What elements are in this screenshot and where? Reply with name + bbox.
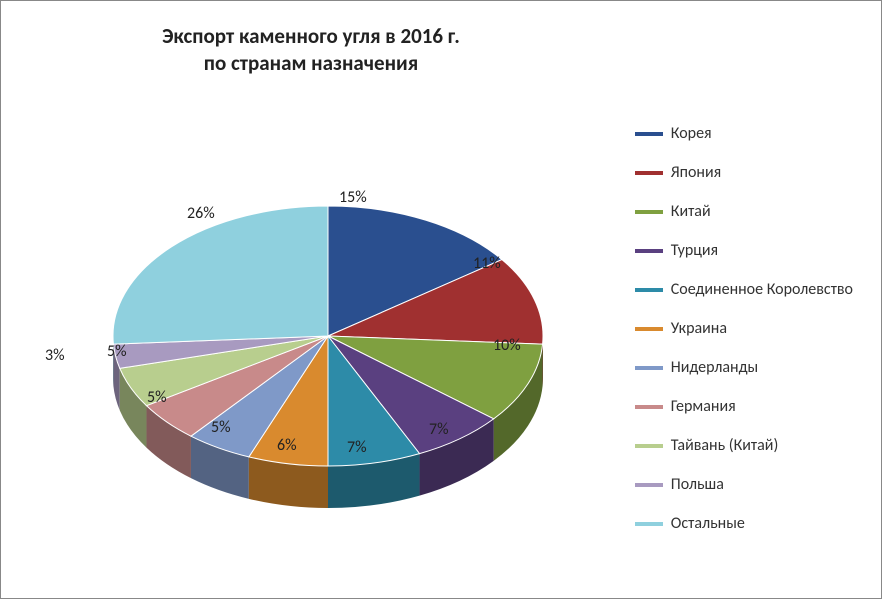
pct-label: 7% — [429, 420, 449, 439]
legend-label: Корея — [671, 126, 712, 142]
pct-label: 26% — [187, 204, 215, 223]
pct-label: 6% — [277, 436, 297, 455]
pie-slice — [113, 206, 328, 344]
pct-label: 7% — [347, 438, 367, 457]
pct-label: 3% — [45, 346, 65, 365]
legend-item: Япония — [635, 165, 853, 181]
legend-swatch — [635, 132, 663, 136]
legend-label: Турция — [671, 243, 718, 259]
legend-item: Украина — [635, 321, 853, 337]
legend-swatch — [635, 249, 663, 253]
legend-item: Турция — [635, 243, 853, 259]
legend-swatch — [635, 483, 663, 487]
pct-label: 5% — [107, 342, 127, 361]
pct-label: 10% — [493, 336, 521, 355]
chart-title: Экспорт каменного угля в 2016 г. по стра… — [1, 23, 621, 78]
legend-label: Япония — [671, 165, 721, 181]
legend-item: Польша — [635, 477, 853, 493]
legend-item: Корея — [635, 126, 853, 142]
legend-swatch — [635, 327, 663, 331]
legend-swatch — [635, 210, 663, 214]
pct-label: 5% — [147, 388, 167, 407]
legend-swatch — [635, 366, 663, 370]
legend-swatch — [635, 444, 663, 448]
legend-item: Тайвань (Китай) — [635, 438, 853, 454]
legend-label: Нидерланды — [671, 360, 758, 376]
chart-frame: Экспорт каменного угля в 2016 г. по стра… — [0, 0, 882, 599]
legend-swatch — [635, 171, 663, 175]
pct-label: 15% — [339, 188, 367, 207]
legend-label: Остальные — [671, 516, 745, 532]
legend-swatch — [635, 522, 663, 526]
legend-label: Тайвань (Китай) — [671, 438, 779, 454]
legend-item: Германия — [635, 399, 853, 415]
pie-chart: 15%11%10%7%7%6%5%5%5%3%26% — [53, 156, 573, 536]
legend-item: Нидерланды — [635, 360, 853, 376]
legend-item: Соединенное Королевство — [635, 282, 853, 298]
title-line-2: по странам назначения — [204, 50, 418, 76]
legend-item: Китай — [635, 204, 853, 220]
legend: Корея Япония Китай Турция Соединенное Короле… — [635, 126, 853, 555]
title-line-1: Экспорт каменного угля в 2016 г. — [162, 23, 460, 49]
pct-label: 5% — [211, 418, 231, 437]
legend-label: Польша — [671, 477, 724, 493]
legend-swatch — [635, 288, 663, 292]
legend-label: Германия — [671, 399, 736, 415]
legend-label: Китай — [671, 204, 711, 220]
legend-swatch — [635, 405, 663, 409]
legend-item: Остальные — [635, 516, 853, 532]
pct-label: 11% — [473, 254, 501, 273]
legend-label: Украина — [671, 321, 727, 337]
legend-label: Соединенное Королевство — [671, 282, 853, 298]
